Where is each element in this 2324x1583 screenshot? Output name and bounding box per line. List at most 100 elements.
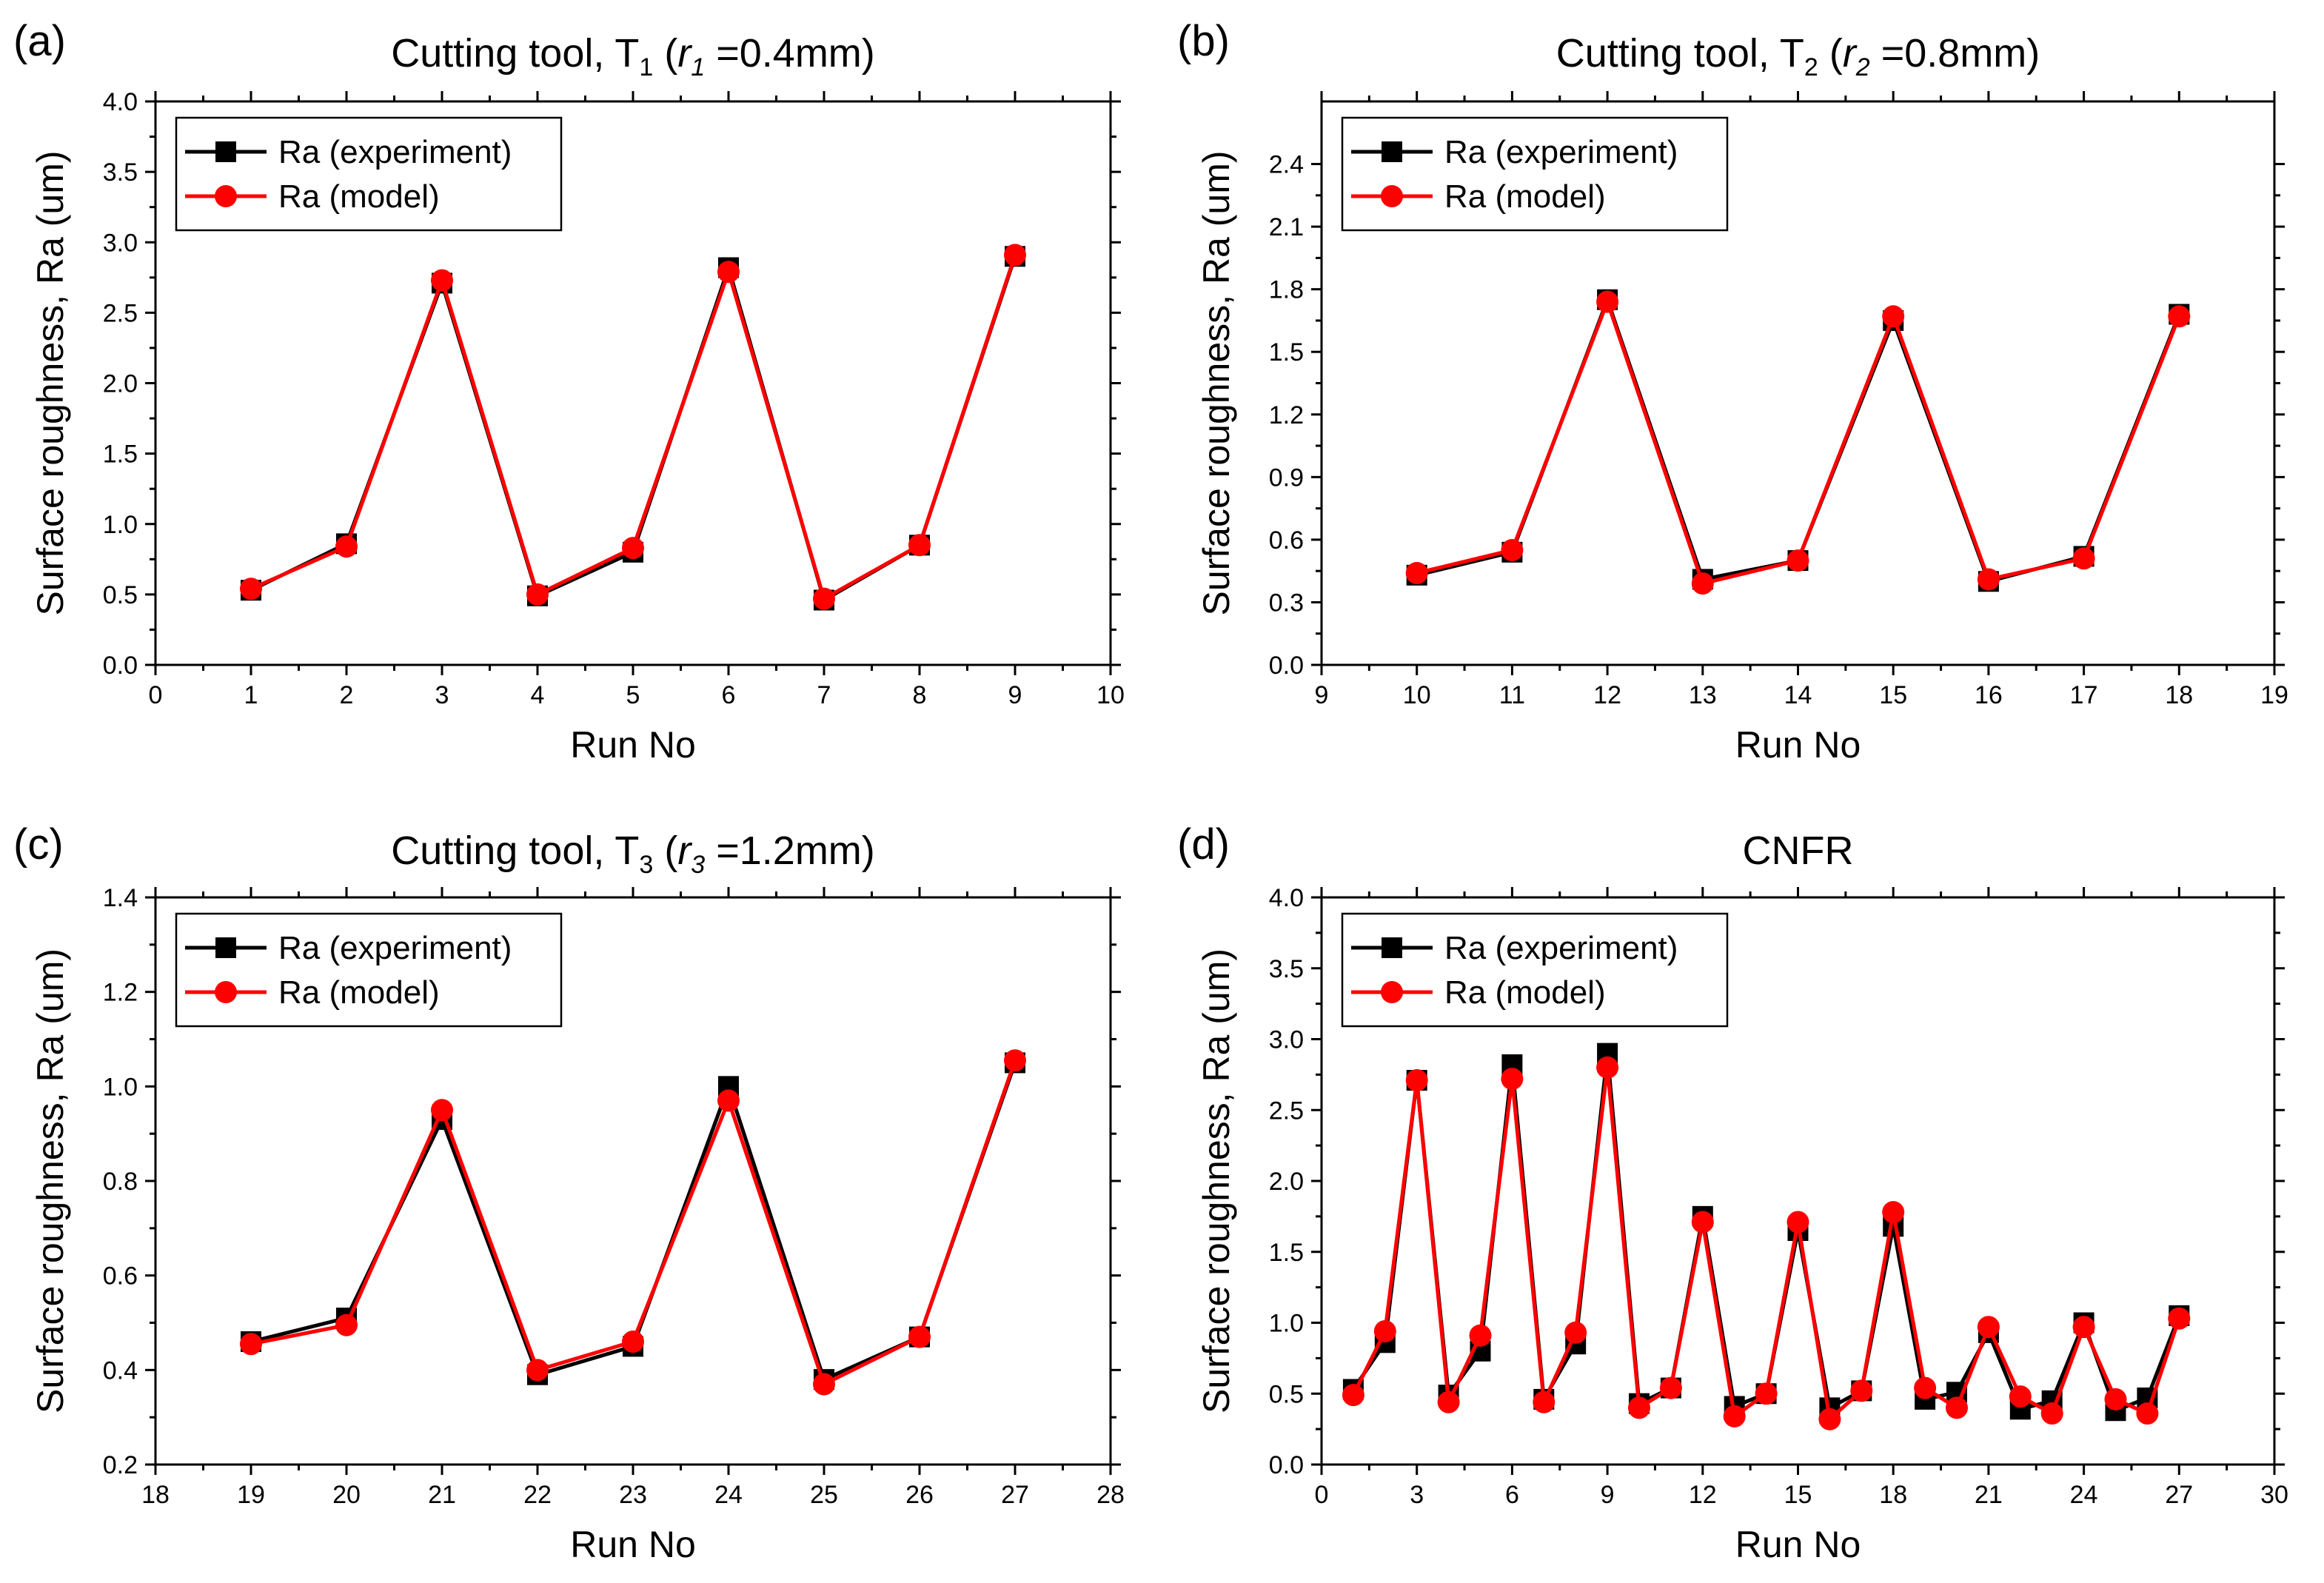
y-tick-label: 3.5: [1269, 955, 1304, 983]
chart-title-r: r: [677, 31, 692, 76]
data-point-model: [1596, 1056, 1619, 1079]
x-tick-label: 19: [237, 1481, 265, 1509]
chart-title: Cutting tool, T2 (r2 =0.8mm): [1556, 31, 2040, 81]
data-point-model: [622, 1331, 644, 1353]
data-point-model: [1628, 1396, 1650, 1419]
chart-title-main: Cutting tool, T: [391, 829, 639, 873]
data-point-model: [1818, 1408, 1841, 1430]
data-point-model: [335, 1313, 358, 1336]
y-tick-label: 3.0: [1269, 1026, 1304, 1054]
legend-label-experiment: Ra (experiment): [278, 930, 512, 966]
y-tick-label: 0.6: [103, 1262, 138, 1291]
chart-title-r: r: [1843, 31, 1858, 76]
x-tick-label: 18: [2165, 681, 2193, 709]
data-point-model: [908, 1325, 931, 1348]
x-tick-label: 20: [332, 1481, 361, 1509]
legend-marker-experiment: [1382, 141, 1402, 162]
y-tick-label: 0.5: [103, 581, 138, 609]
y-tick-label: 1.4: [103, 884, 138, 912]
chart-title-sub: 1: [639, 53, 653, 81]
data-point-model: [1501, 538, 1524, 561]
legend-label-experiment: Ra (experiment): [278, 134, 512, 170]
x-tick-label: 23: [619, 1481, 647, 1509]
data-point-model: [1533, 1390, 1556, 1413]
y-tick-label: 3.5: [103, 158, 138, 187]
legend: Ra (experiment) Ra (model): [175, 116, 563, 232]
x-tick-label: 16: [1975, 681, 2003, 709]
legend: Ra (experiment) Ra (model): [1341, 912, 1729, 1028]
y-tick-label: 2.1: [1269, 213, 1304, 241]
chart-title-r-sub: 2: [1855, 53, 1870, 81]
x-tick-label: 14: [1784, 681, 1812, 709]
legend-marker-model: [215, 185, 237, 207]
legend-marker-experiment: [215, 937, 236, 958]
y-axis-title: Surface roughness, Ra (um): [1196, 150, 1237, 615]
series-line-experiment: [1416, 298, 2181, 583]
legend-frame: [1341, 912, 1729, 1028]
x-tick-label: 8: [913, 681, 927, 709]
y-tick-label: 0.3: [1269, 589, 1304, 617]
legend-frame: [175, 912, 563, 1028]
data-point-model: [2136, 1402, 2159, 1425]
y-tick-label: 2.0: [1269, 1168, 1304, 1196]
data-point-model: [813, 1373, 835, 1396]
data-point-model: [2168, 305, 2191, 328]
chart-panel-3: 0 3 6 9 12 15 18 21 24 27 30 0.0 0.5 1.0 1.5 2.0 2.5 3.0 3…: [1177, 820, 2288, 1565]
x-tick-label: 5: [626, 681, 640, 709]
x-tick-label: 3: [435, 681, 449, 709]
x-tick-label: 21: [428, 1481, 456, 1509]
x-tick-label: 2: [340, 681, 354, 709]
chart-panel-0: 0 1 2 3 4 5 6 7 8 9 10 0.0 0.5 1.0 1.5 2.0 2.5 3.0 3.5 4.0 R…: [13, 17, 1125, 766]
y-axis-title: Surface roughness, Ra (um): [1196, 948, 1237, 1413]
panel-label: (c): [13, 820, 64, 869]
data-point-model: [1786, 549, 1809, 572]
legend-label-model: Ra (model): [1444, 974, 1606, 1011]
chart-title-main: Cutting tool, T: [391, 31, 639, 76]
y-tick-label: 0.5: [1269, 1380, 1304, 1408]
chart-title: Cutting tool, T1 (r1 =0.4mm): [391, 31, 875, 81]
data-point-model: [1373, 1319, 1396, 1342]
data-point-model: [2168, 1307, 2191, 1330]
data-point-model: [717, 261, 740, 284]
chart-title-sub: 3: [639, 851, 653, 879]
x-tick-label: 12: [1689, 1481, 1717, 1509]
x-tick-label: 18: [141, 1481, 170, 1509]
panel-label: (b): [1177, 17, 1230, 65]
chart-title-main: Cutting tool, T: [1556, 31, 1804, 76]
data-point-model: [908, 534, 931, 557]
data-point-model: [1564, 1321, 1587, 1344]
data-point-model: [431, 1099, 453, 1122]
y-axis-title: Surface roughness, Ra (um): [30, 150, 71, 615]
data-point-model: [1946, 1396, 1968, 1419]
x-tick-label: 9: [1601, 1481, 1615, 1509]
x-tick-label: 21: [1975, 1481, 2003, 1509]
y-tick-label: 1.0: [103, 511, 138, 539]
legend-label-model: Ra (model): [278, 178, 440, 215]
panel-label: (a): [13, 17, 66, 65]
y-tick-label: 4.0: [103, 88, 138, 116]
x-axis-title: Run No: [570, 724, 696, 766]
chart-title-paren: (: [653, 31, 677, 76]
y-tick-label: 2.5: [103, 299, 138, 327]
data-point-model: [240, 1333, 262, 1356]
data-point-model: [1882, 1201, 1905, 1224]
data-point-model: [1691, 1211, 1714, 1234]
y-tick-label: 1.5: [1269, 1239, 1304, 1267]
data-point-model: [1755, 1382, 1778, 1405]
x-tick-label: 24: [714, 1481, 743, 1509]
data-point-model: [526, 583, 549, 606]
data-point-model: [2072, 547, 2095, 570]
data-point-model: [1659, 1376, 1682, 1399]
y-tick-label: 0.0: [1269, 1451, 1304, 1479]
y-tick-label: 2.0: [103, 370, 138, 398]
legend-frame: [1341, 116, 1729, 232]
y-tick-label: 1.5: [1269, 338, 1304, 367]
legend-marker-model: [215, 981, 237, 1003]
data-point-model: [1405, 1069, 1428, 1092]
legend-label-model: Ra (model): [1444, 178, 1606, 215]
series-line-model: [1351, 1065, 2181, 1422]
chart-panel-2: 18 19 20 21 22 23 24 25 26 27 28 0.2 0.4 0.6 0.8 1.0 1.2…: [13, 820, 1125, 1565]
data-point-model: [2040, 1402, 2063, 1425]
chart-title: Cutting tool, T3 (r3 =1.2mm): [391, 829, 875, 879]
